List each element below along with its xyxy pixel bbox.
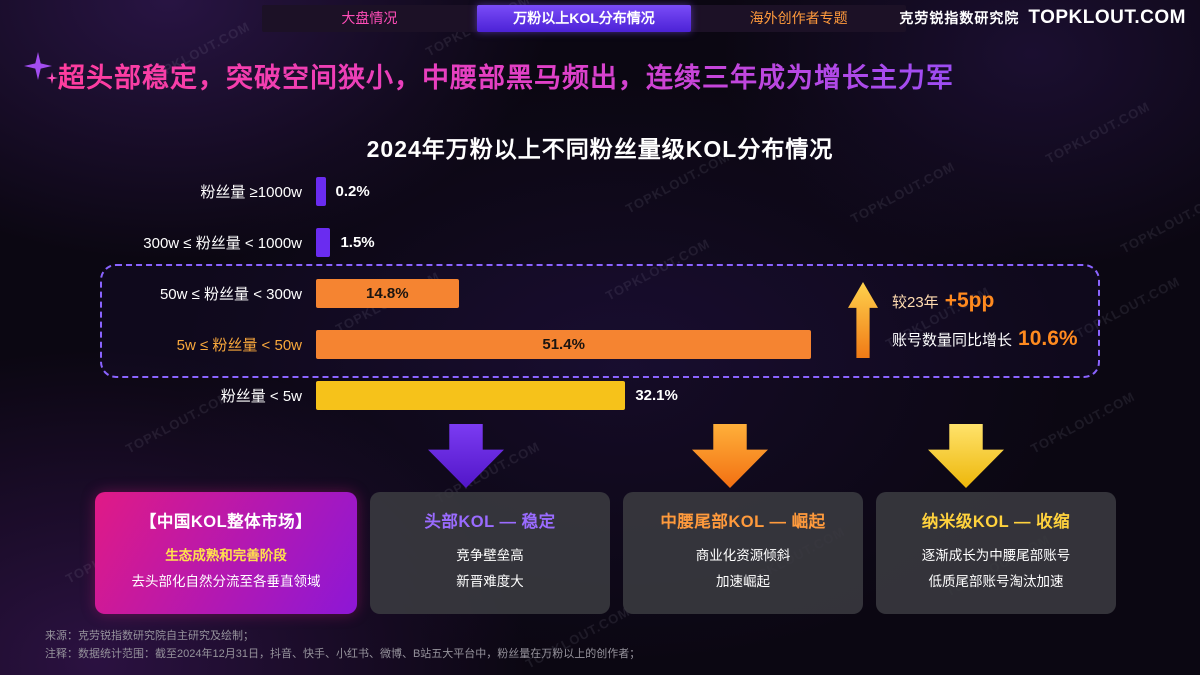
card-line: 逐渐成长为中腰尾部账号 — [921, 548, 1071, 563]
down-arrow-nano-kol-icon — [928, 424, 1004, 488]
bar-value-label: 1.5% — [340, 234, 375, 251]
sparkle-icon — [24, 52, 60, 88]
card-title: 头部KOL — 稳定 — [424, 513, 556, 531]
watermark-text: TOPKLOUT.COM — [1118, 188, 1200, 257]
card-head-kol: 头部KOL — 稳定 竞争壁垒高 新晋难度大 — [370, 492, 610, 614]
footnotes: 来源：克劳锐指数研究院自主研究及绘制； 注释：数据统计范围：截至2024年12月… — [45, 627, 640, 663]
watermark-text: TOPKLOUT.COM — [1028, 388, 1138, 457]
card-title: 【中国KOL整体市场】 — [139, 513, 313, 531]
card-title: 纳米级KOL — 收缩 — [921, 513, 1071, 531]
bar-row: 300w ≤ 粉丝量 < 1000w 1.5% — [68, 228, 846, 257]
bar-row: 粉丝量 ≥1000w 0.2% — [68, 177, 846, 206]
tab-overall-market[interactable]: 大盘情况 — [341, 10, 398, 26]
chart-title: 2024年万粉以上不同粉丝量级KOL分布情况 — [366, 136, 834, 162]
down-arrow-head-kol-icon — [428, 424, 504, 488]
tab-overseas-creators[interactable]: 海外创作者专题 — [749, 10, 848, 26]
growth-note-line1-value: +5pp — [944, 289, 995, 313]
card-nano-kol: 纳米级KOL — 收缩 逐渐成长为中腰尾部账号 低质尾部账号淘汰加速 — [876, 492, 1116, 614]
mid-tier-highlight-box — [100, 264, 1100, 378]
bar-category-label: 50w ≤ 粉丝量 < 300w — [159, 286, 302, 303]
growth-up-arrow-icon — [848, 282, 878, 358]
kol-distribution-bar-chart: 粉丝量 ≥1000w 0.2% 300w ≤ 粉丝量 < 1000w 1.5% … — [68, 177, 846, 432]
summary-cards: 【中国KOL整体市场】 生态成熟和完善阶段 去头部化自然分流至各垂直领域 头部K… — [95, 492, 1116, 614]
card-title: 中腰尾部KOL — 崛起 — [660, 513, 826, 531]
footnote-source: 来源：克劳锐指数研究院自主研究及绘制； — [45, 630, 254, 642]
card-line: 加速崛起 — [716, 573, 770, 589]
card-line: 去头部化自然分流至各垂直领域 — [131, 573, 321, 589]
tab-kol-distribution[interactable]: 万粉以上KOL分布情况 — [476, 5, 692, 32]
bar: 51.4% — [316, 330, 812, 359]
growth-note-line2-value: 10.6% — [1018, 327, 1078, 350]
bar-row: 粉丝量 < 5w 32.1% — [68, 381, 846, 410]
card-line: 新晋难度大 — [456, 573, 524, 589]
bar-track: 51.4% — [316, 330, 846, 359]
bar-row: 50w ≤ 粉丝量 < 300w 14.8% — [68, 279, 846, 308]
bar-track: 32.1% — [316, 381, 846, 410]
bar-track: 0.2% — [316, 177, 846, 206]
down-arrow-mid-tail-kol-icon — [692, 424, 768, 488]
bar-value-label: 14.8% — [366, 285, 409, 302]
watermark-text: TOPKLOUT.COM — [848, 158, 958, 227]
card-china-kol-market: 【中国KOL整体市场】 生态成熟和完善阶段 去头部化自然分流至各垂直领域 — [95, 492, 357, 614]
bar-category-label: 5w ≤ 粉丝量 < 50w — [176, 337, 302, 354]
growth-annotation: 较23年 +5pp 账号数量同比增长 10.6% — [848, 281, 1078, 359]
bar — [316, 177, 326, 206]
brand-name-en: TOPKLOUT.COM — [1028, 7, 1186, 28]
footnote-note: 注释：数据统计范围：截至2024年12月31日，抖音、快手、小红书、微博、B站五… — [45, 648, 641, 661]
bar-value-label: 51.4% — [542, 336, 585, 353]
card-line: 生态成熟和完善阶段 — [165, 548, 287, 563]
growth-note-line1-prefix: 较23年 — [892, 294, 939, 312]
brand-name-cn: 克劳锐指数研究院 — [899, 10, 1020, 26]
bar-row: 5w ≤ 粉丝量 < 50w 51.4% — [68, 330, 846, 359]
bar: 14.8% — [316, 279, 459, 308]
bar-track: 14.8% — [316, 279, 846, 308]
growth-note-line2-prefix: 账号数量同比增长 — [892, 332, 1013, 349]
top-tab-bar: 大盘情况 万粉以上KOL分布情况 海外创作者专题 — [262, 5, 906, 32]
bar-category-label: 300w ≤ 粉丝量 < 1000w — [143, 235, 302, 252]
bar-value-label: 0.2% — [335, 183, 370, 200]
card-line: 竞争壁垒高 — [456, 548, 524, 563]
brand-logo: 克劳锐指数研究院 TOPKLOUT.COM — [899, 7, 1186, 29]
card-mid-tail-kol: 中腰尾部KOL — 崛起 商业化资源倾斜 加速崛起 — [623, 492, 863, 614]
bar-category-label: 粉丝量 < 5w — [220, 388, 302, 405]
bar-category-label: 粉丝量 ≥1000w — [200, 184, 302, 201]
bar — [316, 228, 331, 257]
bar-track: 1.5% — [316, 228, 846, 257]
card-line: 商业化资源倾斜 — [695, 548, 791, 563]
bar — [316, 381, 626, 410]
bar-value-label: 32.1% — [635, 387, 678, 404]
page-title: 超头部稳定，突破空间狭小，中腰部黑马频出，连续三年成为增长主力军 — [58, 56, 954, 95]
card-line: 低质尾部账号淘汰加速 — [928, 573, 1064, 589]
